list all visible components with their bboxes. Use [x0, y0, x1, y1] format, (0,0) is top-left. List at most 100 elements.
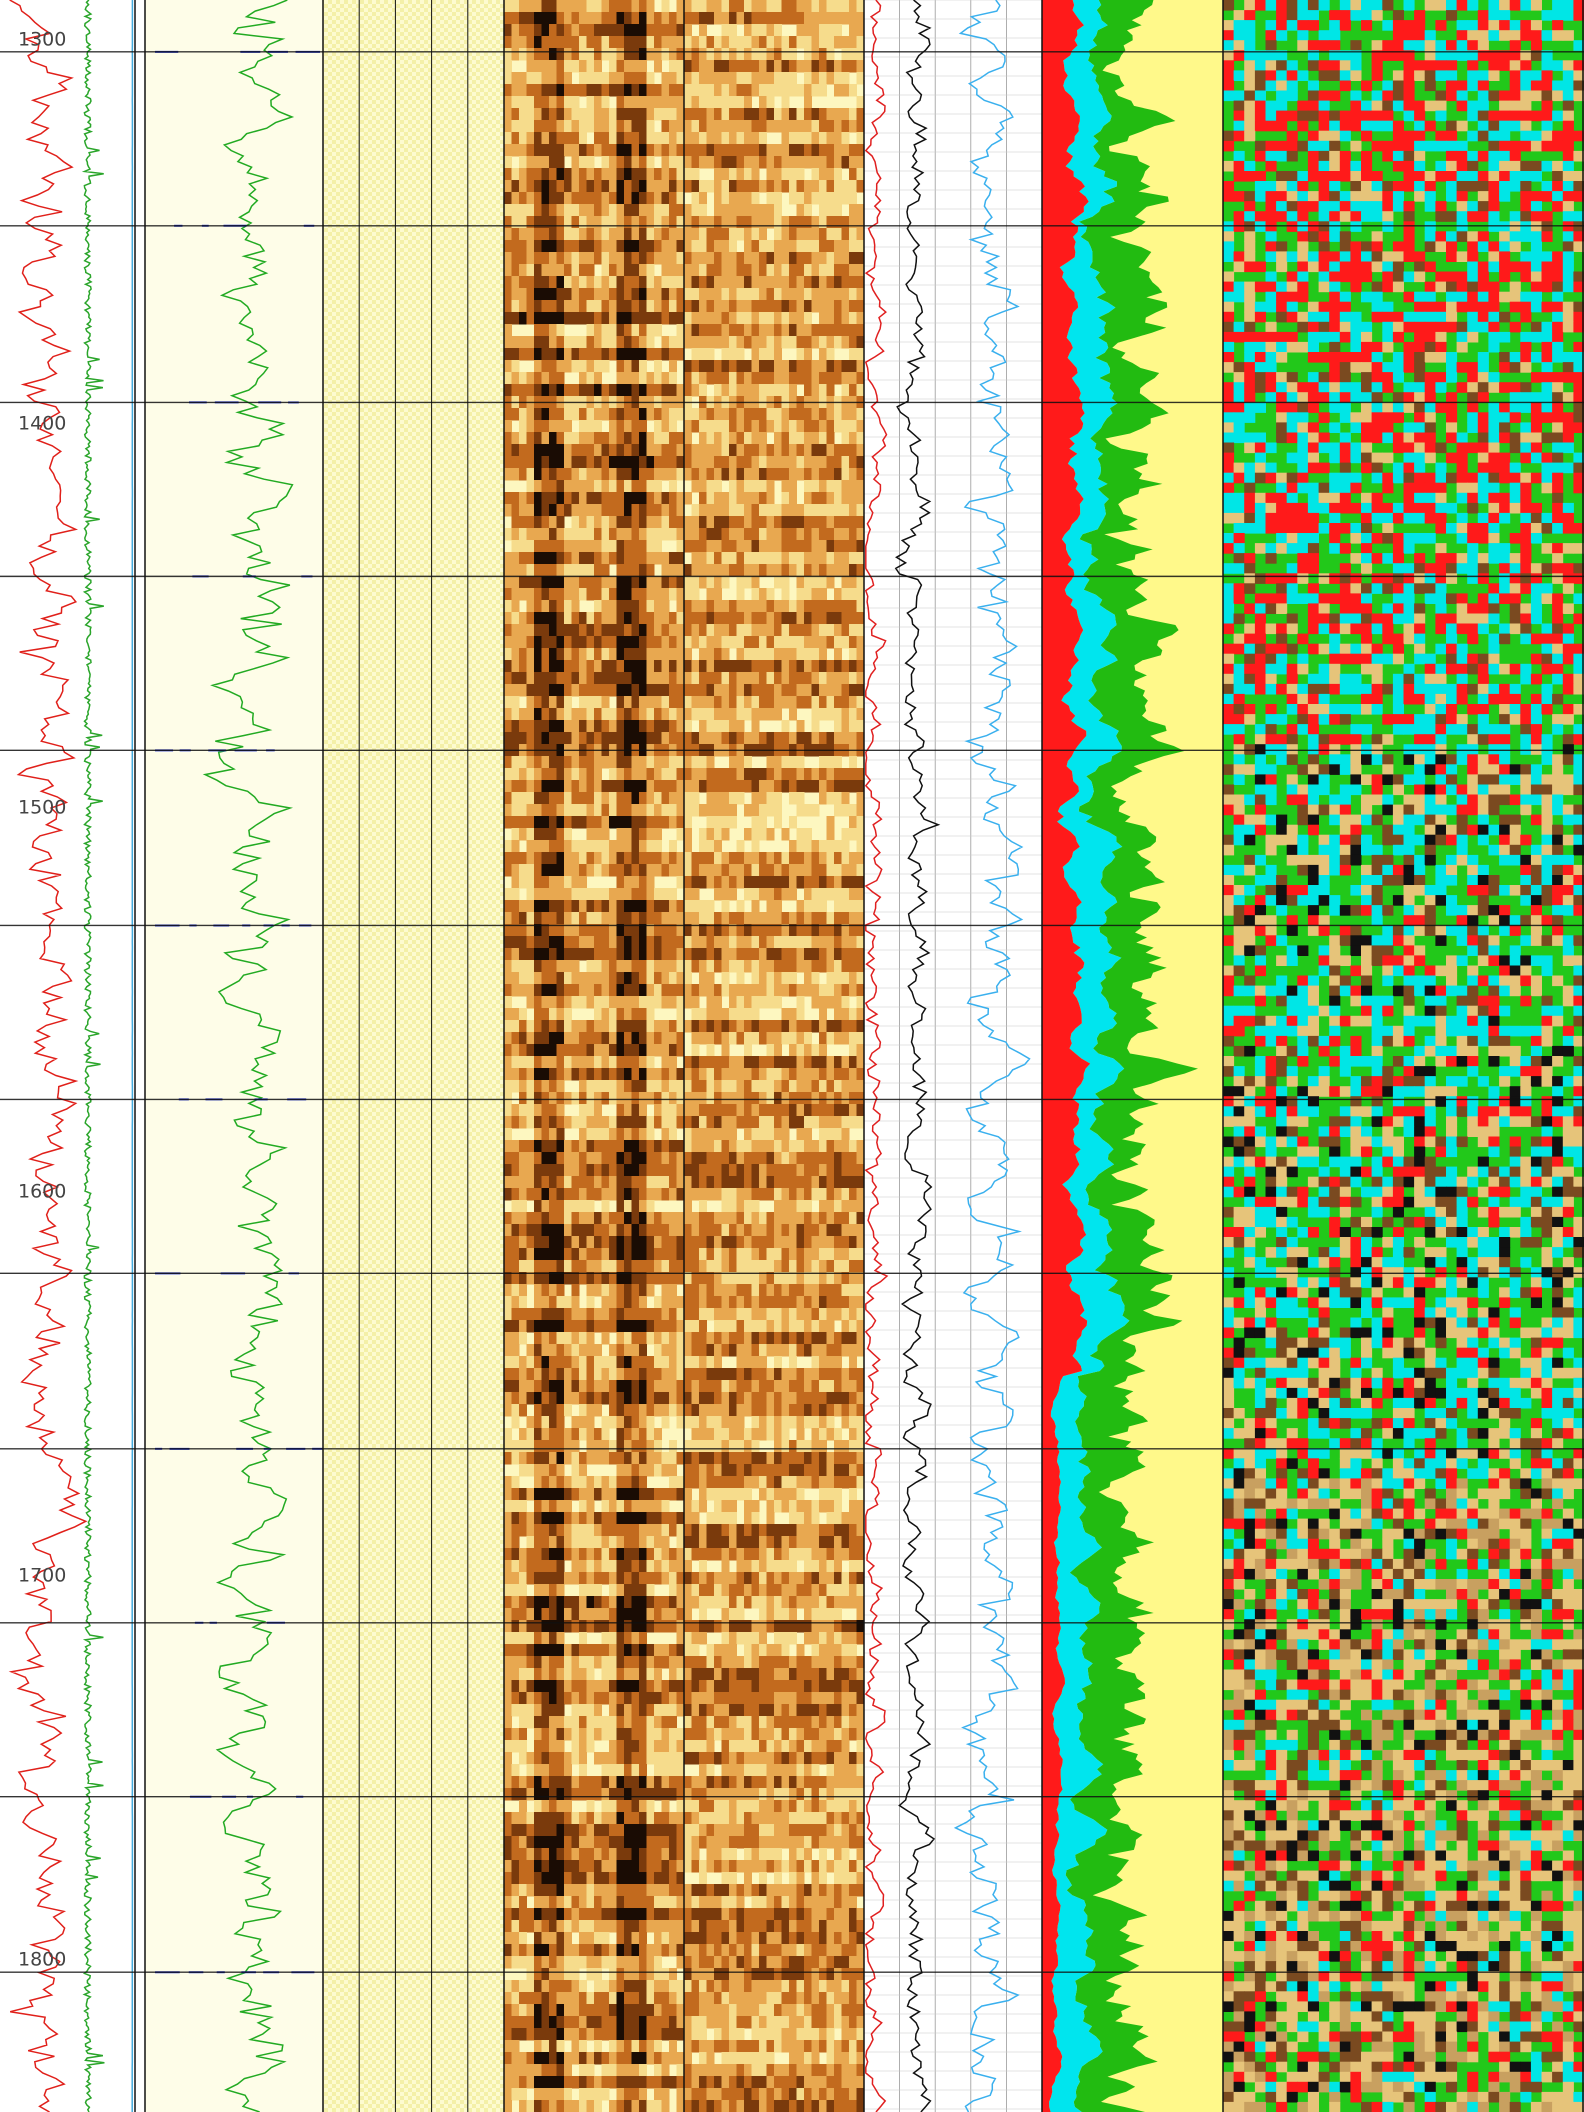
image-pixel — [691, 372, 700, 385]
image-pixel — [586, 1032, 595, 1045]
image-pixel — [616, 2052, 625, 2065]
image-pixel — [721, 156, 730, 169]
image-pixel — [654, 1968, 662, 1981]
image-pixel — [616, 216, 625, 229]
image-pixel — [526, 1416, 535, 1429]
image-pixel — [669, 420, 677, 433]
image-pixel — [631, 420, 640, 433]
image-pixel — [699, 420, 707, 433]
image-pixel — [819, 24, 827, 37]
image-pixel — [826, 144, 835, 157]
image-pixel — [549, 1224, 557, 1237]
image-pixel — [511, 1356, 520, 1369]
image-pixel — [841, 480, 850, 493]
image-pixel — [624, 1620, 632, 1633]
image-pixel — [549, 600, 557, 613]
image-pixel — [699, 72, 707, 85]
image-pixel — [556, 468, 565, 481]
image-pixel — [571, 972, 580, 985]
image-pixel — [609, 1632, 617, 1645]
image-pixel — [534, 408, 542, 421]
image-pixel — [549, 84, 557, 97]
image-pixel — [534, 2100, 542, 2112]
image-pixel — [646, 1692, 655, 1705]
image-pixel — [819, 432, 827, 445]
image-pixel — [706, 144, 715, 157]
image-pixel — [796, 228, 805, 241]
image-pixel — [556, 1260, 565, 1273]
image-pixel — [526, 1056, 535, 1069]
image-pixel — [526, 36, 535, 49]
image-pixel — [586, 1200, 595, 1213]
image-pixel — [564, 1884, 572, 1897]
image-pixel — [526, 96, 535, 109]
image-pixel — [624, 1128, 632, 1141]
image-pixel — [804, 456, 812, 469]
image-pixel — [639, 1596, 647, 1609]
image-pixel — [639, 108, 647, 121]
image-pixel — [811, 156, 820, 169]
image-pixel — [669, 504, 677, 517]
image-pixel — [856, 120, 865, 133]
image-pixel — [594, 1320, 602, 1333]
image-pixel — [504, 120, 512, 133]
image-pixel — [744, 228, 752, 241]
image-pixel — [631, 2088, 640, 2101]
image-pixel — [744, 444, 752, 457]
image-pixel — [646, 540, 655, 553]
image-pixel — [631, 840, 640, 853]
image-pixel — [616, 660, 625, 673]
image-pixel — [511, 1656, 520, 1669]
image-pixel — [639, 1212, 647, 1225]
image-pixel — [601, 816, 610, 829]
image-pixel — [631, 432, 640, 445]
image-pixel — [564, 1908, 572, 1921]
image-pixel — [564, 828, 572, 841]
image-pixel — [519, 300, 527, 313]
image-pixel — [856, 240, 865, 253]
gamma-track-curve-1 — [202, 0, 295, 2112]
image-pixel — [564, 1164, 572, 1177]
image-pixel — [564, 852, 572, 865]
image-pixel — [646, 2100, 655, 2112]
image-pixel — [669, 1788, 677, 1801]
image-pixel — [549, 540, 557, 553]
image-pixel — [504, 1284, 512, 1297]
image-pixel — [751, 312, 760, 325]
image-pixel — [564, 1356, 572, 1369]
image-pixel — [556, 324, 565, 337]
depth-track-background — [0, 0, 135, 2112]
image-pixel — [616, 552, 625, 565]
image-pixel — [714, 480, 722, 493]
image-pixel — [729, 288, 737, 301]
image-pixel — [729, 324, 737, 337]
image-pixel — [579, 1572, 587, 1585]
image-pixel — [849, 384, 857, 397]
image-pixel — [571, 624, 580, 637]
image-pixel — [571, 804, 580, 817]
image-pixel — [511, 408, 520, 421]
image-pixel — [654, 1620, 662, 1633]
image-pixel — [579, 1692, 587, 1705]
image-pixel — [699, 288, 707, 301]
image-pixel — [796, 216, 805, 229]
image-pixel — [571, 312, 580, 325]
image-pixel — [534, 60, 542, 73]
image-pixel — [796, 348, 805, 361]
image-pixel — [856, 492, 865, 505]
image-pixel — [526, 876, 535, 889]
image-pixel — [654, 852, 662, 865]
image-pixel — [646, 1164, 655, 1177]
image-pixel — [789, 240, 797, 253]
image-pixel — [646, 636, 655, 649]
image-pixel — [654, 756, 662, 769]
image-pixel — [841, 360, 850, 373]
image-pixel — [781, 384, 790, 397]
image-pixel — [616, 792, 625, 805]
image-pixel — [811, 12, 820, 25]
image-pixel — [699, 300, 707, 313]
image-pixel — [549, 1644, 557, 1657]
image-pixel — [556, 1092, 565, 1105]
image-pixel — [571, 528, 580, 541]
image-pixel — [639, 732, 647, 745]
